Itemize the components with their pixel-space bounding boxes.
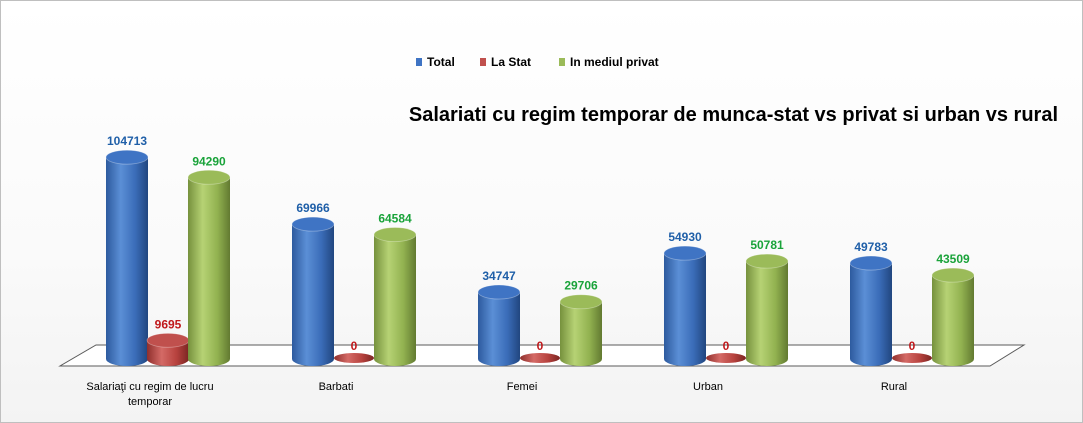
value-label-privat-4: 43509 xyxy=(936,252,970,266)
bar-la-stat-2 xyxy=(520,353,560,363)
bar-total-0 xyxy=(105,149,149,366)
category-label-0: Salariaţi cu regim de lucru xyxy=(86,381,213,393)
bar-zero-disc xyxy=(334,353,374,363)
bar-body xyxy=(478,292,520,366)
value-label-la-stat-3: 0 xyxy=(723,339,730,353)
bar-body xyxy=(292,224,334,366)
bar-la-stat-1 xyxy=(334,353,374,363)
value-label-privat-3: 50781 xyxy=(750,238,784,252)
bar-la-stat-4 xyxy=(892,353,932,363)
category-label-3: Urban xyxy=(693,381,723,393)
bar-top xyxy=(477,284,521,300)
bar-body xyxy=(932,275,974,366)
bar-top xyxy=(663,245,707,261)
bar-zero-disc xyxy=(706,353,746,363)
legend-label-privat: In mediul privat xyxy=(570,55,659,69)
value-label-total-2: 34747 xyxy=(482,269,516,283)
category-label-2: Femei xyxy=(507,381,538,393)
bar-total-4 xyxy=(849,255,893,366)
bar-top xyxy=(146,332,190,348)
bar-total-2 xyxy=(477,284,521,366)
legend: Total La Stat In mediul privat xyxy=(416,55,659,69)
value-label-la-stat-2: 0 xyxy=(537,339,544,353)
legend-label-la-stat: La Stat xyxy=(491,55,531,69)
bar-la-stat-3 xyxy=(706,353,746,363)
chart-title: Salariati cu regim temporar de munca-sta… xyxy=(409,104,1058,126)
bar-body xyxy=(147,340,189,366)
bar-top xyxy=(849,255,893,271)
bars: 104713 9695 94290 69966 0 64584 34747 0 29706 549… xyxy=(105,134,975,366)
bar-total-1 xyxy=(291,216,335,366)
value-label-total-4: 49783 xyxy=(854,240,888,254)
bar-la-stat-0 xyxy=(146,332,190,366)
value-label-la-stat-4: 0 xyxy=(909,339,916,353)
legend-swatch-privat xyxy=(559,58,565,66)
bar-top xyxy=(559,294,603,310)
value-label-total-3: 54930 xyxy=(668,230,702,244)
value-label-privat-1: 64584 xyxy=(378,212,412,226)
bar-privat-4 xyxy=(931,267,975,366)
bar-top xyxy=(931,267,975,283)
legend-swatch-total xyxy=(416,58,422,66)
category-label-1: Barbati xyxy=(319,381,354,393)
value-label-privat-2: 29706 xyxy=(564,279,598,293)
category-label-0-line2: temporar xyxy=(128,396,172,408)
bar-body xyxy=(746,261,788,366)
bar-body xyxy=(664,253,706,366)
bar-privat-1 xyxy=(373,227,417,366)
category-labels: Salariaţi cu regim de lucru temporar Barba… xyxy=(86,381,907,408)
value-label-privat-0: 94290 xyxy=(192,154,226,168)
bar-privat-2 xyxy=(559,294,603,366)
legend-swatch-la-stat xyxy=(480,58,486,66)
bar-body xyxy=(106,157,148,366)
value-label-total-1: 69966 xyxy=(296,201,330,215)
bar-zero-disc xyxy=(520,353,560,363)
bar-body xyxy=(560,301,602,366)
bar-zero-disc xyxy=(892,353,932,363)
bar-top xyxy=(745,253,789,269)
bar-privat-0 xyxy=(187,169,231,366)
bar-total-3 xyxy=(663,245,707,366)
legend-label-total: Total xyxy=(427,55,455,69)
category-label-4: Rural xyxy=(881,381,907,393)
bar-body xyxy=(374,234,416,366)
bar-body xyxy=(188,177,230,366)
bar-top xyxy=(291,216,335,232)
bar-body xyxy=(850,263,892,366)
bar-top xyxy=(373,227,417,242)
bar-top xyxy=(187,169,231,185)
value-label-la-stat-0: 9695 xyxy=(155,317,182,331)
value-label-total-0: 104713 xyxy=(107,134,147,148)
value-label-la-stat-1: 0 xyxy=(351,339,358,353)
bar-top xyxy=(105,149,149,165)
bar-privat-3 xyxy=(745,253,789,366)
